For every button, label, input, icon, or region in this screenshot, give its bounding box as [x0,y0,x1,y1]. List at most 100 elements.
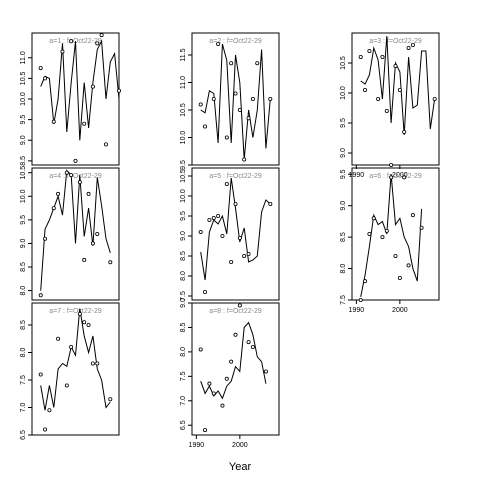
data-point [38,372,43,377]
data-point [220,233,225,238]
panel-title: a=8 : f=Oct22-29 [209,308,262,315]
data-point [77,311,82,316]
panel-title: a=3 : f=Oct22-29 [369,38,422,45]
y-tick-label: 8.5 [180,322,187,332]
y-tick-label: 9.5 [180,160,187,170]
y-tick-label: 10.0 [180,189,187,203]
data-point [56,191,61,196]
data-point [86,191,91,196]
y-tick-label: 8.5 [180,251,187,261]
x-tick-label: 1990 [189,442,205,449]
series-line [40,169,111,291]
data-point [90,84,95,89]
y-tick-label: 8.0 [180,271,187,281]
y-tick-label: 11.0 [180,76,187,89]
data-point [246,116,251,121]
data-point [397,88,402,93]
data-point [82,121,87,126]
data-point [410,43,415,48]
panel: a=7 : f=Oct22-29 6.5 7.0 7.5 8.0 8.5 [20,302,120,440]
data-point [229,259,234,264]
panel-title: a=5 : f=Oct22-29 [209,173,262,180]
data-point [237,235,242,240]
data-point [216,42,221,47]
data-point [211,391,216,396]
data-point [389,175,394,180]
data-point [64,170,69,175]
data-point [384,109,389,114]
y-tick-label: 10.5 [20,166,27,180]
y-tick-label: 11.5 [180,48,187,61]
data-point [60,49,65,54]
data-point [198,347,203,352]
y-tick-label: 10.5 [180,169,187,183]
panel-title: a=6 : f=Oct22-29 [369,173,422,180]
data-point [358,55,363,60]
data-point [95,231,100,236]
data-point [211,215,216,220]
data-point [73,158,78,163]
data-point [77,180,82,185]
y-tick-label: 8.0 [180,347,187,357]
data-point [380,55,385,60]
x-tick-label: 2000 [232,442,248,449]
series-line [40,308,111,411]
data-point [384,228,389,233]
y-tick-label: 10.0 [180,131,187,145]
data-point [220,403,225,408]
y-tick-label: 9.0 [340,148,347,158]
data-point [406,263,411,268]
data-point [51,206,56,211]
data-point [397,275,402,280]
panel-frame [351,167,440,301]
series-line [200,177,271,281]
y-tick-label: 10.5 [20,71,27,85]
y-tick-label: 8.5 [20,262,27,272]
data-point [363,88,368,93]
data-point [82,257,87,262]
data-point [64,383,69,388]
series-line [200,43,271,160]
data-point [358,297,363,302]
data-point [43,427,48,432]
panel-title: a=4 : f=Oct22-29 [49,173,102,180]
data-point [380,235,385,240]
data-point [432,97,437,102]
y-tick-label: 7.5 [180,371,187,381]
panel: a=8 : f=Oct22-29 6.5 7.0 7.5 8.0 8.5 9.0 1990 20… [180,298,280,449]
data-point [233,332,238,337]
y-tick-label: 9.5 [180,211,187,221]
data-point [229,61,234,66]
data-point [86,322,91,327]
y-tick-label: 7.0 [180,396,187,406]
data-point [224,181,229,186]
panel: a=2 : f=Oct22-29 9.5 10.0 10.5 11.0 11.5 [180,32,280,170]
data-point [237,303,242,308]
panel: a=3 : f=Oct22-29 9.0 9.5 10.0 10.5 1990 2000 [340,32,440,179]
y-tick-label: 9.5 [20,115,27,125]
panel-frame [191,302,280,436]
x-tick-label: 1990 [349,172,365,179]
y-tick-label: 8.5 [20,320,27,330]
data-point [90,361,95,366]
y-tick-label: 7.5 [20,375,27,385]
data-point [103,142,108,147]
series-line [360,35,436,136]
series-line [360,174,423,297]
data-point [255,61,260,66]
data-point [203,124,208,129]
y-tick-label: 8.5 [340,232,347,242]
data-point [117,88,122,93]
y-tick-label: 9.0 [180,231,187,241]
y-tick-label: 9.5 [340,169,347,179]
y-tick-label: 11.0 [20,51,27,64]
y-tick-label: 8.5 [20,156,27,166]
data-point [233,201,238,206]
data-point [38,66,43,71]
data-point [211,97,216,102]
x-axis-title: Year [229,461,252,473]
data-point [402,129,407,134]
series-line [40,39,120,141]
